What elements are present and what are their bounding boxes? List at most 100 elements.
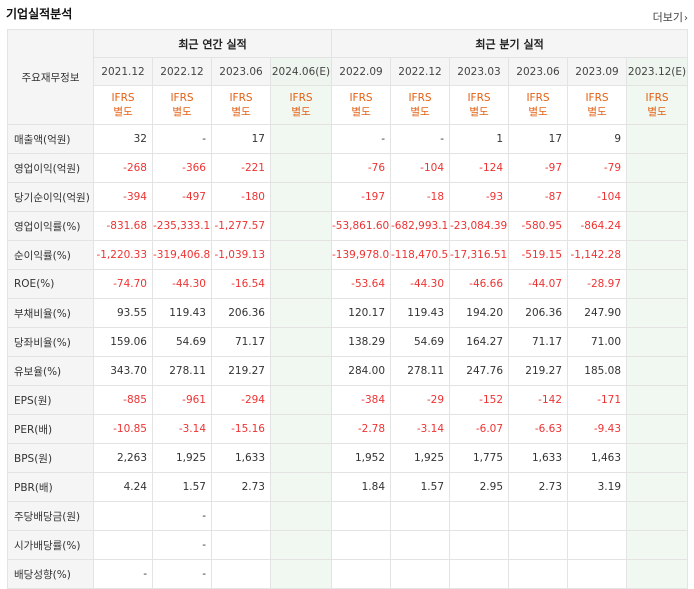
table-cell: [449, 530, 510, 560]
row-label: 시가배당률(%): [7, 530, 94, 560]
period-header: 2024.06(E): [269, 57, 333, 86]
table-cell: -: [152, 124, 212, 154]
table-cell: -97: [508, 153, 569, 183]
ifrs-label: IFRS 별도: [269, 85, 333, 125]
table-row: BPS(원) 2,263 1,925 1,633 1,952 1,925 1,775 1,63…: [7, 443, 689, 473]
table-cell: [626, 443, 689, 473]
table-cell: -74.70: [93, 269, 153, 299]
table-cell: 343.70: [93, 356, 153, 386]
ifrs-line1: IFRS: [408, 92, 432, 104]
table-cell: [567, 501, 628, 531]
chevron-right-icon: ›: [684, 13, 688, 24]
table-cell: -831.68: [93, 211, 153, 241]
table-cell: [626, 501, 689, 531]
ifrs-line1: IFRS: [526, 92, 550, 104]
table-cell: [567, 559, 628, 589]
ifrs-label: IFRS 별도: [211, 85, 271, 125]
ifrs-line1: IFRS: [229, 92, 253, 104]
table-cell: [626, 356, 689, 386]
table-cell: 120.17: [331, 298, 392, 328]
row-label: 주당배당금(원): [7, 501, 94, 531]
period-header: 2022.12: [390, 57, 451, 86]
row-label: 부채비율(%): [7, 298, 94, 328]
table-cell: [269, 530, 333, 560]
ifrs-label: IFRS 별도: [449, 85, 510, 125]
table-cell: [269, 327, 333, 357]
table-cell: 164.27: [449, 327, 510, 357]
table-cell: 1,463: [567, 443, 628, 473]
more-link[interactable]: 더보기›: [653, 9, 688, 25]
table-cell: -29: [390, 385, 451, 415]
row-label: 유보율(%): [7, 356, 94, 386]
table-cell: [331, 530, 392, 560]
table-cell: 93.55: [93, 298, 153, 328]
table-cell: [269, 269, 333, 299]
table-cell: [626, 385, 689, 415]
table-cell: 1.84: [331, 472, 392, 502]
table-cell: [269, 472, 333, 502]
table-cell: 3.19: [567, 472, 628, 502]
table-cell: -139,978.06: [331, 240, 392, 270]
table-cell: [93, 530, 153, 560]
ifrs-line2: 별도: [351, 106, 371, 118]
ifrs-line1: IFRS: [645, 92, 669, 104]
table-cell: [626, 153, 689, 183]
table-cell: [449, 501, 510, 531]
table-cell: 32: [93, 124, 153, 154]
table-cell: 1,925: [152, 443, 212, 473]
table-cell: 1,952: [331, 443, 392, 473]
ifrs-line1: IFRS: [111, 92, 135, 104]
table-cell: 194.20: [449, 298, 510, 328]
table-cell: [508, 501, 569, 531]
period-header: 2022.12: [152, 57, 212, 86]
period-header: 2023.09: [567, 57, 628, 86]
table-cell: [626, 211, 689, 241]
table-cell: 2.73: [508, 472, 569, 502]
section-title: 기업실적분석: [6, 7, 73, 21]
table-cell: 247.76: [449, 356, 510, 386]
table-cell: 1,775: [449, 443, 510, 473]
table-cell: 17: [211, 124, 271, 154]
table-cell: -44.30: [152, 269, 212, 299]
table-cell: -319,406.81: [152, 240, 212, 270]
ifrs-label: IFRS 별도: [93, 85, 153, 125]
table-cell: -519.15: [508, 240, 569, 270]
table-cell: [269, 124, 333, 154]
table-cell: -44.07: [508, 269, 569, 299]
row-label: 영업이익률(%): [7, 211, 94, 241]
table-row: EPS(원) -885 -961 -294 -384 -29 -152 -142 -171: [7, 385, 689, 415]
table-cell: -864.24: [567, 211, 628, 241]
table-cell: -23,084.39: [449, 211, 510, 241]
table-cell: [626, 182, 689, 212]
ifrs-line2: 별도: [291, 106, 311, 118]
table-row: 당기순이익(억원) -394 -497 -180 -197 -18 -93 -87 -104: [7, 182, 689, 212]
row-label: 순이익률(%): [7, 240, 94, 270]
table-cell: -366: [152, 153, 212, 183]
period-header: 2021.12: [93, 57, 153, 86]
table-cell: [211, 559, 271, 589]
table-cell: -1,277.57: [211, 211, 271, 241]
table-cell: -294: [211, 385, 271, 415]
table-cell: -: [152, 559, 212, 589]
table-cell: 247.90: [567, 298, 628, 328]
table-row: 주당배당금(원) -: [7, 501, 689, 531]
table-cell: 54.69: [152, 327, 212, 357]
table-cell: 1,633: [508, 443, 569, 473]
table-cell: [269, 414, 333, 444]
table-cell: [269, 385, 333, 415]
table-cell: 2.73: [211, 472, 271, 502]
table-row: ROE(%) -74.70 -44.30 -16.54 -53.64 -44.30 -46.…: [7, 269, 689, 299]
ifrs-label: IFRS 별도: [508, 85, 569, 125]
ifrs-label: IFRS 별도: [567, 85, 628, 125]
table-cell: 71.17: [508, 327, 569, 357]
table-cell: [269, 501, 333, 531]
table-cell: 206.36: [211, 298, 271, 328]
table-cell: 206.36: [508, 298, 569, 328]
row-label: PER(배): [7, 414, 94, 444]
table-cell: -580.95: [508, 211, 569, 241]
table-cell: -93: [449, 182, 510, 212]
table-cell: [269, 443, 333, 473]
table-cell: -15.16: [211, 414, 271, 444]
table-row: 배당성향(%) - -: [7, 559, 689, 589]
table-cell: [93, 501, 153, 531]
